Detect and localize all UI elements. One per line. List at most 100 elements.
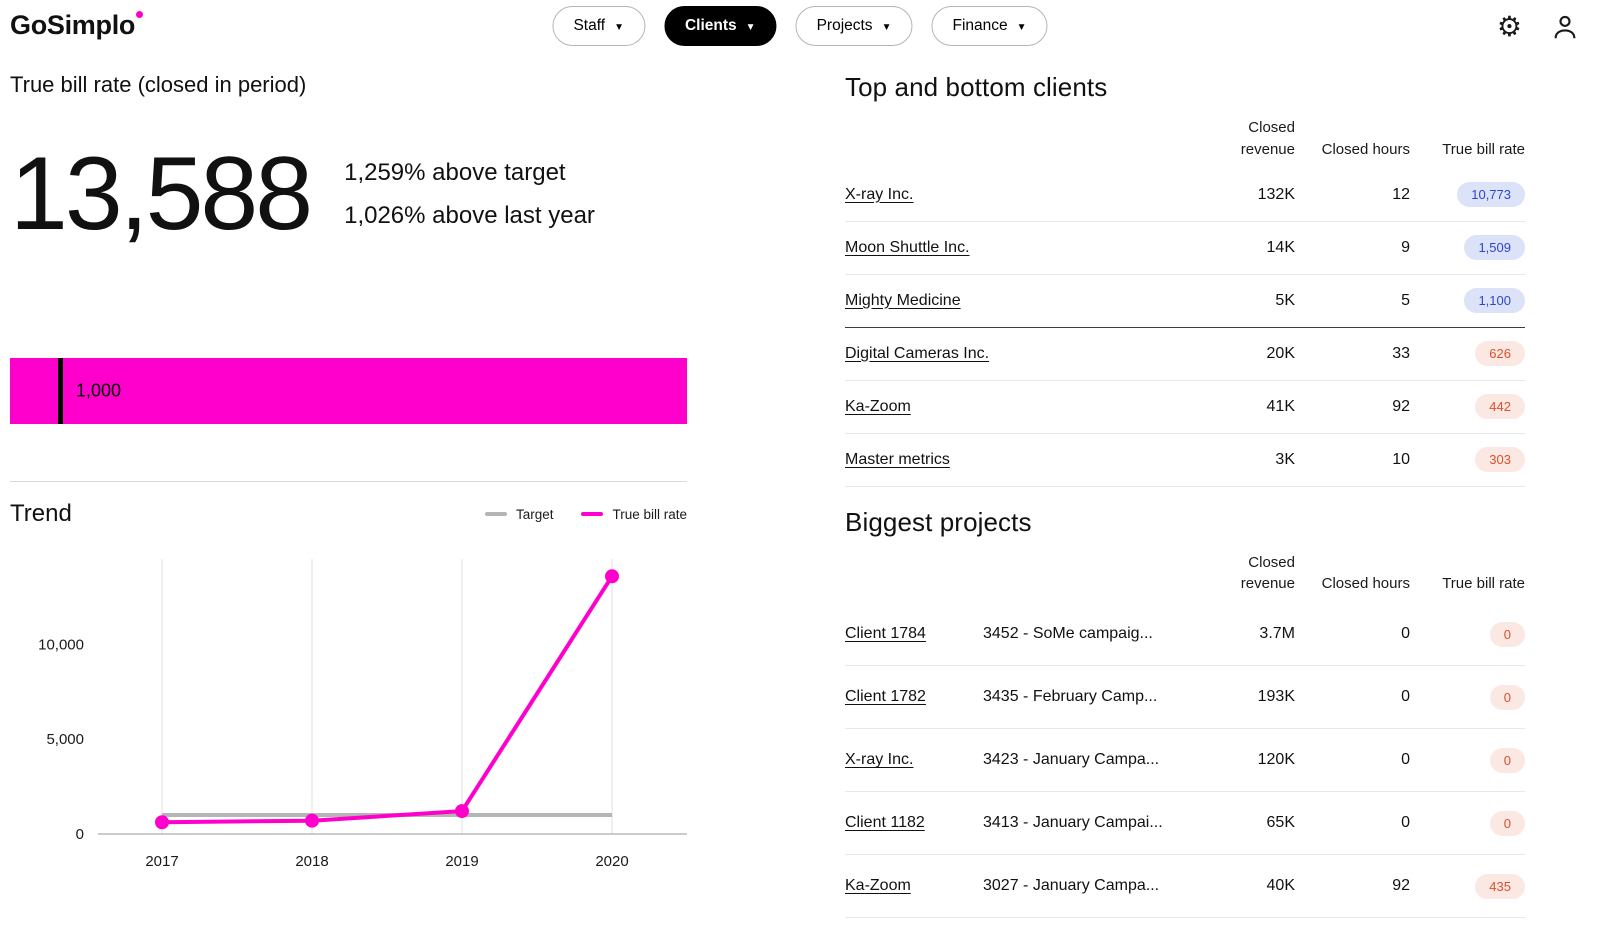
client-link[interactable]: Mighty Medicine [845,291,961,309]
true-bill-rate-badge: 442 [1475,394,1525,419]
nav-staff-button[interactable]: Staff ▼ [552,6,645,46]
column-header-closed-revenue: Closed revenue [1240,119,1295,158]
true-bill-rate-cell: 626 [1410,341,1525,366]
closed-revenue-value: 120K [1257,751,1295,768]
true-bill-rate-swatch-icon [581,512,604,516]
closed-revenue-value: 14K [1266,238,1295,256]
trend-title: Trend [10,500,72,527]
chart-legend: Target True bill rate [484,506,687,522]
legend-item-true-bill-rate: True bill rate [581,507,687,522]
chevron-down-icon: ▼ [1016,21,1027,33]
client-name-cell: X-ray Inc. [845,186,1165,204]
legend-item-target: Target [484,506,554,522]
clients-section-title: Top and bottom clients [845,72,1108,102]
true-bill-rate-badge: 1,100 [1464,288,1525,313]
logo-dot-icon [136,11,144,18]
svg-text:10,000: 10,000 [38,636,84,653]
closed-revenue-value: 41K [1266,397,1295,415]
kpi-row: 13,588 1,259% above target 1,026% above … [10,142,687,246]
true-bill-rate-cell: 303 [1410,447,1525,472]
legend-label: Target [515,506,554,522]
app-header: GoSimplo Staff ▼ Clients ▼ Projects ▼ Finance ▼… [0,0,1600,54]
nav-finance-button[interactable]: Finance ▼ [931,6,1048,46]
closed-hours-value: 5 [1401,291,1410,309]
client-name-cell: Ka-Zoom [845,877,983,895]
svg-text:2018: 2018 [295,853,328,870]
user-icon[interactable] [1550,12,1580,42]
client-name-cell: Client 1182 [845,814,983,832]
true-bill-rate-badge: 10,773 [1457,182,1525,207]
table-row: Mighty Medicine 5K 5 1,100 [845,275,1525,328]
closed-revenue-value: 3K [1275,450,1295,468]
client-link[interactable]: Client 1182 [845,814,925,831]
client-link[interactable]: Client 1782 [845,688,926,705]
true-bill-rate-cell: 442 [1410,394,1525,419]
table-row: Client 1182 3413 - January Campai... 65K 0 0 [845,792,1525,855]
true-bill-rate-cell: 1,509 [1410,235,1525,260]
true-bill-rate-badge: 435 [1475,873,1525,899]
table-row: Master metrics 3K 10 303 [845,434,1525,487]
logo-text: GoSimplo [10,10,136,40]
svg-text:0: 0 [76,826,84,843]
project-name: 3413 - January Campai... [983,814,1163,831]
header-icons: ⚙ [1497,9,1580,45]
kpi-panel: True bill rate (closed in period) 13,588… [10,72,687,874]
closed-revenue-value: 40K [1266,877,1295,894]
svg-text:5,000: 5,000 [46,731,84,748]
chevron-down-icon: ▼ [881,21,892,33]
closed-hours-value: 0 [1401,688,1410,705]
app-logo: GoSimplo [10,10,144,41]
client-link[interactable]: X-ray Inc. [845,751,914,768]
target-marker [58,358,63,424]
kpi-progress-bar: 1,000 [10,358,687,424]
nav-projects-button[interactable]: Projects ▼ [795,6,913,46]
closed-revenue-value: 193K [1257,688,1295,705]
closed-hours-value: 0 [1401,814,1410,831]
gear-icon[interactable]: ⚙ [1496,11,1522,42]
true-bill-rate-badge: 0 [1489,684,1525,710]
closed-revenue-value: 65K [1266,814,1295,831]
legend-label: True bill rate [612,506,687,522]
nav-clients-button[interactable]: Clients ▼ [663,6,777,46]
true-bill-rate-cell: 10,773 [1410,182,1525,207]
projects-section: Biggest projects Closed revenue Closed h… [845,506,1525,918]
projects-section-title: Biggest projects [845,506,1032,537]
client-link[interactable]: Client 1784 [845,625,926,642]
client-link[interactable]: Digital Cameras Inc. [845,344,990,362]
client-link[interactable]: Ka-Zoom [845,397,911,415]
closed-revenue-value: 20K [1266,344,1295,362]
trend-chart: 0 5,000 10,000 2017 2018 2019 2020 [10,534,687,874]
true-bill-rate-cell: 0 [1410,684,1525,710]
true-bill-rate-badge: 0 [1489,810,1525,836]
client-name-cell: Client 1784 [845,625,983,643]
client-link[interactable]: X-ray Inc. [845,185,914,203]
clients-section: Top and bottom clients Closed revenue Cl… [845,72,1525,487]
client-link[interactable]: Ka-Zoom [845,877,911,894]
target-marker-label: 1,000 [76,380,122,401]
svg-text:2017: 2017 [145,853,178,870]
kpi-vs-target: 1,259% above target [344,159,566,186]
client-name-cell: Digital Cameras Inc. [845,345,1165,363]
svg-text:2020: 2020 [595,853,628,870]
true-bill-rate-badge: 0 [1489,621,1525,647]
svg-text:2019: 2019 [445,853,478,870]
client-link[interactable]: Moon Shuttle Inc. [845,238,970,256]
true-bill-rate-cell: 0 [1410,810,1525,836]
closed-hours-value: 10 [1392,450,1410,468]
true-bill-rate-cell: 0 [1410,747,1525,773]
closed-revenue-value: 132K [1257,185,1295,203]
table-row: Ka-Zoom 3027 - January Campa... 40K 92 435 [845,855,1525,918]
true-bill-rate-badge: 1,509 [1464,235,1525,260]
client-link[interactable]: Master metrics [845,450,950,468]
client-name-cell: Master metrics [845,451,1165,469]
chevron-down-icon: ▼ [614,21,624,33]
closed-hours-value: 12 [1392,185,1410,203]
table-row: Digital Cameras Inc. 20K 33 626 [845,328,1525,381]
project-name: 3423 - January Campa... [983,751,1160,768]
column-header-closed-revenue: Closed revenue [1240,553,1295,593]
project-name: 3452 - SoMe campaig... [983,625,1153,642]
true-bill-rate-cell: 0 [1410,621,1525,647]
table-row: X-ray Inc. 3423 - January Campa... 120K 0 0 [845,729,1525,792]
column-header-true-bill-rate: True bill rate [1442,575,1525,593]
main-nav: Staff ▼ Clients ▼ Projects ▼ Finance ▼ [552,6,1048,46]
